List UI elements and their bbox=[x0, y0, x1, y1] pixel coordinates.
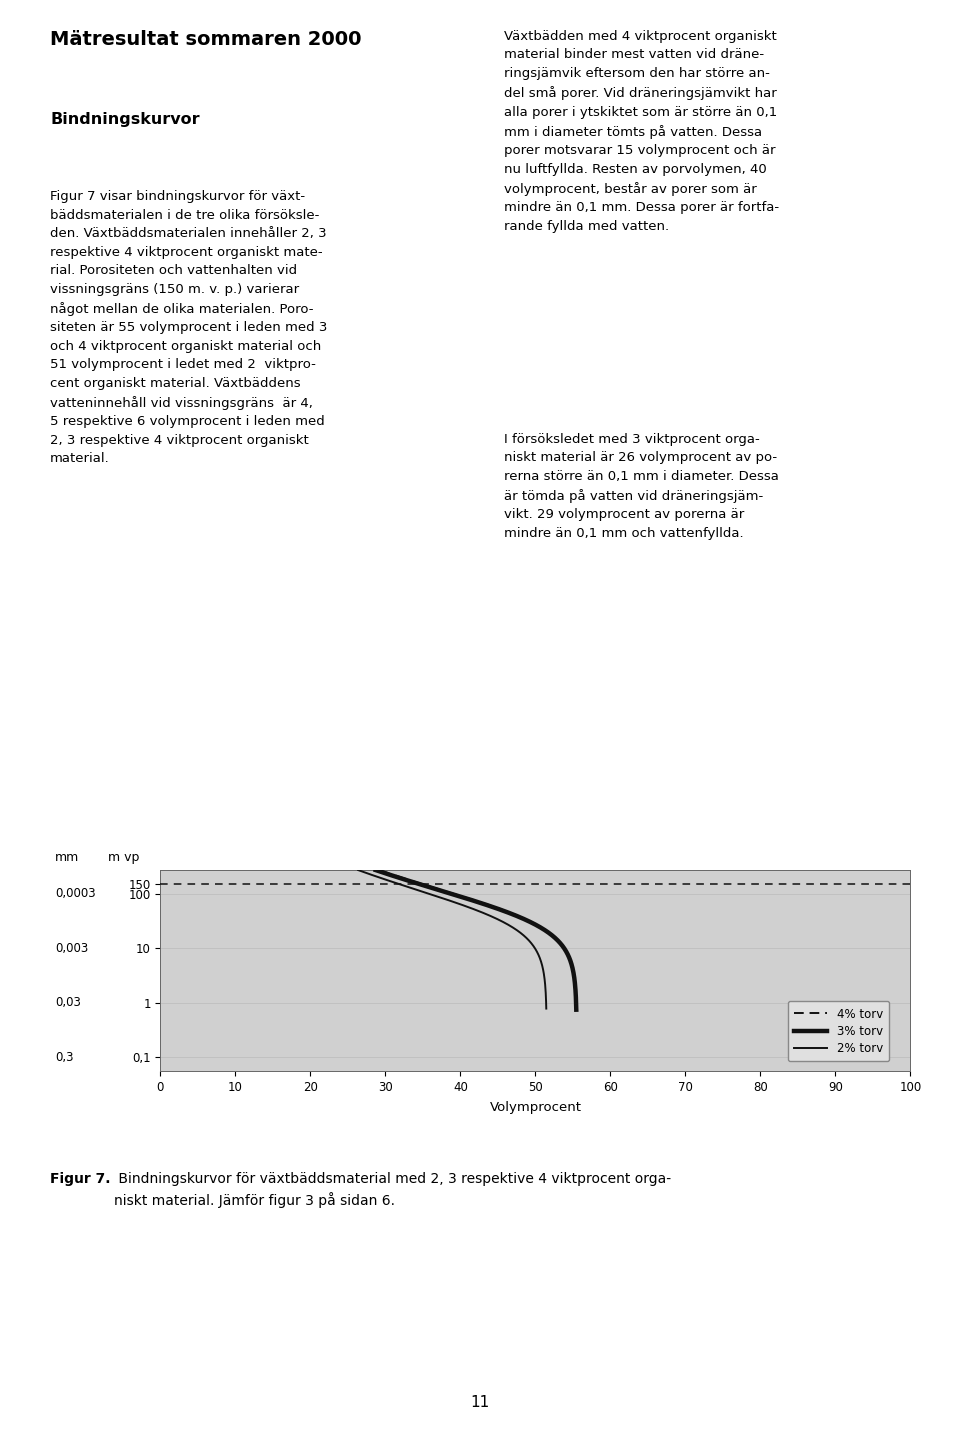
Text: Bindningskurvor: Bindningskurvor bbox=[50, 112, 200, 127]
Text: 0,3: 0,3 bbox=[55, 1051, 73, 1064]
Text: 11: 11 bbox=[470, 1395, 490, 1409]
Text: mm: mm bbox=[55, 851, 79, 864]
Text: Växtbädden med 4 viktprocent organiskt
material binder mest vatten vid dräne-
ri: Växtbädden med 4 viktprocent organiskt m… bbox=[504, 30, 780, 233]
Text: Bindningskurvor för växtbäddsmaterial med 2, 3 respektive 4 viktprocent orga-
ni: Bindningskurvor för växtbäddsmaterial me… bbox=[113, 1172, 671, 1208]
Text: I försöksledet med 3 viktprocent orga-
niskt material är 26 volymprocent av po-
: I försöksledet med 3 viktprocent orga- n… bbox=[504, 433, 780, 541]
Text: m vp: m vp bbox=[108, 851, 139, 864]
Text: 0,03: 0,03 bbox=[55, 997, 81, 1009]
Text: Figur 7 visar bindningskurvor för växt-
bäddsmaterialen i de tre olika försöksle: Figur 7 visar bindningskurvor för växt- … bbox=[50, 190, 327, 466]
Text: 0,003: 0,003 bbox=[55, 942, 88, 955]
Legend: 4% torv, 3% torv, 2% torv: 4% torv, 3% torv, 2% torv bbox=[788, 1001, 890, 1061]
X-axis label: Volymprocent: Volymprocent bbox=[490, 1102, 582, 1114]
Text: Figur 7.: Figur 7. bbox=[50, 1172, 110, 1186]
Text: Mätresultat sommaren 2000: Mätresultat sommaren 2000 bbox=[50, 30, 362, 49]
Text: 0,0003: 0,0003 bbox=[55, 887, 95, 900]
